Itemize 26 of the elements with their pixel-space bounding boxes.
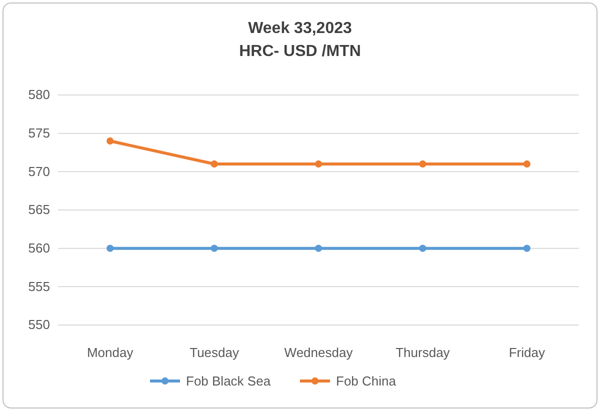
y-tick-label: 580 (28, 87, 50, 102)
chart-title: Week 33,2023 (248, 20, 352, 37)
point (314, 160, 322, 168)
point (523, 244, 530, 252)
point (210, 244, 218, 252)
y-tick-label: 565 (28, 202, 50, 218)
x-tick-label: Tuesday (190, 345, 240, 360)
y-tick-label: 560 (28, 240, 50, 256)
x-tick-label: Wednesday (284, 345, 354, 360)
point (106, 244, 114, 252)
point (419, 160, 426, 168)
legend-label: Fob Black Sea (186, 374, 272, 388)
y-tick-label: 555 (28, 278, 50, 294)
y-tick-label: 550 (28, 317, 50, 332)
y-tick-label: 570 (28, 164, 50, 179)
point (314, 244, 322, 252)
x-tick-label: Thursday (396, 345, 450, 360)
y-tick-label: 575 (28, 125, 50, 140)
point (106, 137, 114, 145)
legend-label: Fob China (336, 374, 397, 388)
x-tick-label: Friday (508, 345, 546, 360)
point (419, 244, 426, 252)
chart-subtitle: HRC- USD /MTN (239, 43, 361, 60)
x-tick-label: Monday (86, 345, 134, 360)
point (210, 160, 218, 168)
point (523, 160, 530, 168)
